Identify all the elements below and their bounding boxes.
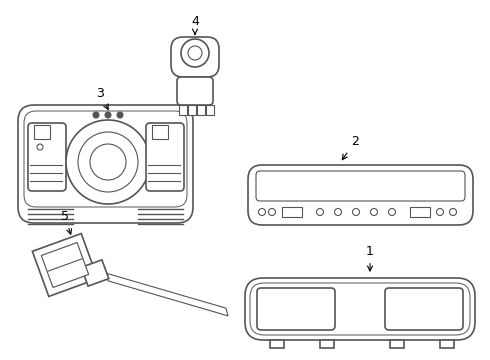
Circle shape <box>389 208 395 216</box>
Circle shape <box>90 144 126 180</box>
Circle shape <box>37 144 43 150</box>
Circle shape <box>188 46 202 60</box>
Text: 5: 5 <box>61 210 72 234</box>
Bar <box>197 105 205 115</box>
FancyBboxPatch shape <box>245 278 475 340</box>
Text: 4: 4 <box>191 15 199 34</box>
Bar <box>188 105 196 115</box>
Bar <box>320 340 334 348</box>
Circle shape <box>269 208 275 216</box>
Polygon shape <box>106 273 228 316</box>
Polygon shape <box>81 260 109 286</box>
Circle shape <box>317 208 323 216</box>
Circle shape <box>105 112 111 118</box>
FancyBboxPatch shape <box>256 171 465 201</box>
Bar <box>206 105 214 115</box>
Bar <box>152 125 168 139</box>
FancyBboxPatch shape <box>385 288 463 330</box>
Bar <box>282 207 302 217</box>
FancyBboxPatch shape <box>257 288 335 330</box>
FancyBboxPatch shape <box>146 123 184 191</box>
Circle shape <box>181 39 209 67</box>
Circle shape <box>78 132 138 192</box>
Circle shape <box>352 208 360 216</box>
FancyBboxPatch shape <box>248 165 473 225</box>
Circle shape <box>259 208 266 216</box>
Text: 1: 1 <box>366 245 374 271</box>
FancyBboxPatch shape <box>171 37 219 77</box>
Circle shape <box>117 112 123 118</box>
Circle shape <box>66 120 150 204</box>
Circle shape <box>449 208 457 216</box>
Bar <box>179 105 187 115</box>
Circle shape <box>370 208 377 216</box>
FancyBboxPatch shape <box>177 77 213 105</box>
Bar <box>410 207 430 217</box>
Text: 3: 3 <box>96 87 108 109</box>
Bar <box>270 340 284 348</box>
Circle shape <box>437 208 443 216</box>
Polygon shape <box>32 234 98 296</box>
Circle shape <box>335 208 342 216</box>
FancyBboxPatch shape <box>18 105 193 223</box>
Bar <box>390 340 404 348</box>
Circle shape <box>93 112 99 118</box>
Bar <box>440 340 454 348</box>
Bar <box>34 125 50 139</box>
FancyBboxPatch shape <box>28 123 66 191</box>
Polygon shape <box>41 243 89 288</box>
Text: 2: 2 <box>343 135 359 160</box>
